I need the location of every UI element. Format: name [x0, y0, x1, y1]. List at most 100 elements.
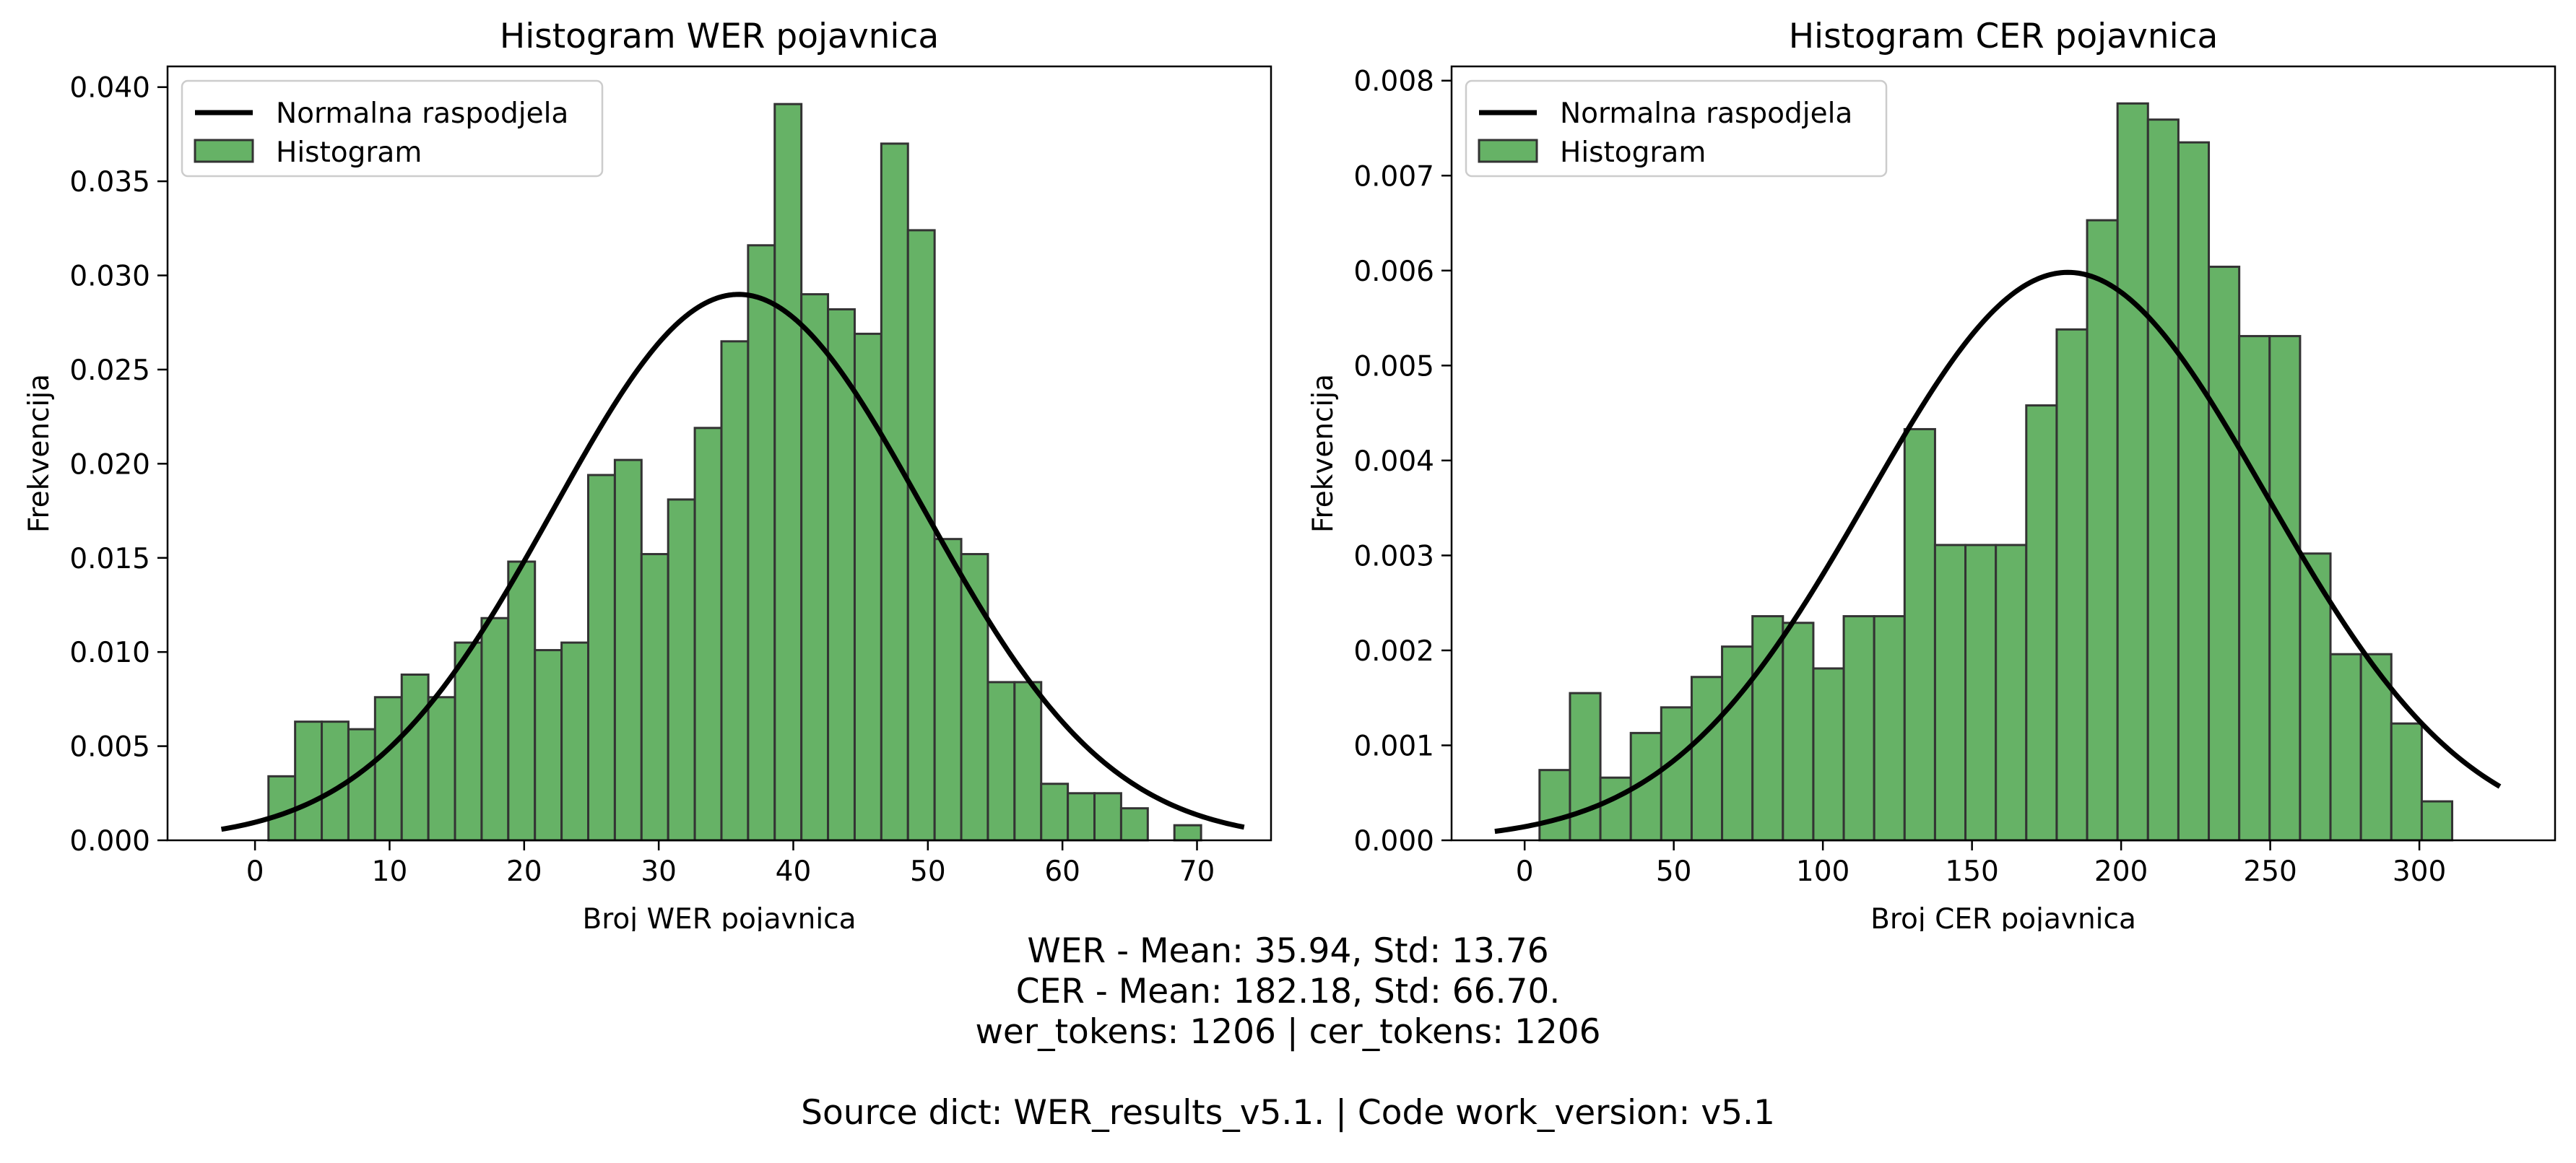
caption-source-info: Source dict: WER_results_v5.1. | Code wo…: [0, 1093, 2576, 1133]
cer-histogram-bar: [1722, 647, 1753, 840]
wer-histogram-bar: [668, 500, 695, 840]
cer-histogram-bar: [1600, 777, 1631, 840]
wer-histogram-bar: [402, 674, 428, 840]
cer-histogram-bar: [1753, 617, 1783, 840]
cer-y-tick-label: 0.003: [1353, 540, 1434, 572]
wer-y-tick-label: 0.020: [69, 448, 150, 481]
cer-histogram-bar: [2057, 329, 2087, 840]
wer-y-tick-label: 0.030: [69, 261, 150, 293]
cer-histogram-bar: [1844, 617, 1874, 840]
cer-y-tick-label: 0.001: [1353, 730, 1434, 762]
wer-x-tick-label: 50: [910, 855, 946, 888]
wer-histogram-bar: [1015, 682, 1041, 840]
cer-x-tick-label: 250: [2243, 855, 2297, 888]
cer-y-tick-label: 0.004: [1353, 445, 1434, 478]
wer-histogram-bar: [375, 697, 402, 840]
wer-x-tick-label: 70: [1179, 855, 1215, 888]
wer-histogram-bar: [802, 295, 828, 840]
wer-histogram-bar: [562, 643, 589, 840]
cer-histogram-bar: [1661, 707, 1691, 840]
wer-histogram-bar: [615, 460, 641, 840]
cer-x-tick-label: 0: [1516, 855, 1534, 888]
cer-histogram-bar: [1540, 770, 1570, 840]
cer-y-tick-label: 0.005: [1353, 350, 1434, 383]
wer-x-tick-label: 30: [641, 855, 677, 888]
cer-x-tick-label: 300: [2393, 855, 2446, 888]
cer-legend-bar-swatch: [1479, 140, 1537, 162]
cer-histogram-bar: [2270, 336, 2300, 840]
cer-histogram-bar: [2391, 723, 2421, 840]
caption-spacer: [0, 1053, 2576, 1093]
wer-y-tick-label: 0.040: [69, 72, 150, 105]
cer-histogram-bar: [2421, 801, 2452, 840]
wer-y-tick-label: 0.005: [69, 731, 150, 764]
wer-legend-label-histogram: Histogram: [276, 136, 422, 169]
wer-histogram-bar: [988, 682, 1015, 840]
wer-histogram-bar: [508, 562, 535, 840]
caption: WER - Mean: 35.94, Std: 13.76 CER - Mean…: [0, 931, 2576, 1133]
wer-x-tick-label: 10: [372, 855, 408, 888]
wer-histogram-bar: [641, 554, 668, 840]
cer-y-axis-label: Frekvencija: [1307, 374, 1340, 533]
wer-histogram-bar: [428, 697, 455, 840]
wer-legend-bar-swatch: [195, 140, 253, 162]
cer-x-tick-label: 50: [1656, 855, 1692, 888]
wer-y-tick-label: 0.015: [69, 543, 150, 575]
cer-histogram-bar: [2026, 406, 2057, 840]
wer-histogram-bar: [535, 650, 562, 840]
cer-y-tick-label: 0.008: [1353, 66, 1434, 98]
cer-y-tick-label: 0.006: [1353, 256, 1434, 288]
cer-x-tick-label: 100: [1796, 855, 1849, 888]
wer-x-tick-label: 0: [246, 855, 264, 888]
cer-histogram-bar: [1570, 693, 1600, 840]
cer-histogram-bar: [1996, 545, 2026, 840]
cer-histogram-bar: [1874, 617, 1904, 840]
wer-histogram-bar: [1068, 793, 1095, 840]
cer-histogram-bar: [1813, 668, 1844, 840]
wer-chart-title: Histogram WER pojavnica: [500, 17, 939, 56]
cer-y-tick-label: 0.007: [1353, 160, 1434, 193]
cer-histogram-bar: [1966, 545, 1996, 840]
wer-histogram-bar: [1095, 793, 1122, 840]
wer-histogram-bar: [721, 341, 748, 840]
wer-histogram-bar: [775, 104, 802, 840]
wer-histogram-bar: [934, 539, 961, 840]
cer-histogram-bar: [1783, 623, 1813, 840]
wer-histogram-bar: [295, 722, 322, 840]
chart-canvas: 0 10 20 30 40 50 60 70 0.000 0.005 0.010 0.015 0.020…: [0, 0, 2576, 931]
cer-histogram-bar: [2148, 120, 2178, 840]
wer-y-tick-label: 0.025: [69, 354, 150, 387]
cer-x-tick-label: 200: [2094, 855, 2148, 888]
wer-histogram-bar: [455, 643, 482, 840]
wer-histogram-bar: [881, 144, 908, 840]
wer-histogram-bar: [482, 618, 508, 840]
cer-histogram-bar: [2087, 220, 2117, 840]
cer-x-axis-label: Broj CER pojavnica: [1870, 903, 2136, 931]
cer-chart-title: Histogram CER pojavnica: [1789, 17, 2219, 56]
cer-histogram-bar: [2330, 654, 2361, 840]
cer-histogram-bar: [1904, 429, 1935, 840]
wer-x-tick-label: 20: [506, 855, 542, 888]
caption-cer-stats: CER - Mean: 182.18, Std: 66.70.: [0, 972, 2576, 1012]
cer-y-tick-label: 0.000: [1353, 825, 1434, 858]
wer-x-tick-label: 40: [776, 855, 812, 888]
caption-wer-stats: WER - Mean: 35.94, Std: 13.76: [0, 931, 2576, 972]
cer-histogram-bar: [2239, 336, 2270, 840]
wer-histogram-bar: [1174, 825, 1201, 840]
cer-histogram-bar: [1935, 545, 1965, 840]
wer-histogram-bar: [748, 245, 775, 840]
caption-token-counts: wer_tokens: 1206 | cer_tokens: 1206: [0, 1012, 2576, 1053]
wer-legend-label-normal: Normalna raspodjela: [276, 97, 568, 130]
wer-histogram-bar: [695, 428, 721, 840]
cer-legend-label-histogram: Histogram: [1560, 136, 1706, 169]
cer-histogram-bar: [2117, 103, 2148, 840]
cer-histogram-bar: [2178, 142, 2208, 840]
wer-y-tick-label: 0.000: [69, 825, 150, 858]
cer-histogram-bar: [2209, 267, 2239, 840]
wer-x-tick-label: 60: [1044, 855, 1080, 888]
wer-histogram-bar: [1041, 784, 1068, 840]
wer-histogram-bar: [1121, 809, 1148, 840]
cer-x-tick-label: 150: [1945, 855, 1998, 888]
wer-histogram-bar: [589, 475, 615, 840]
